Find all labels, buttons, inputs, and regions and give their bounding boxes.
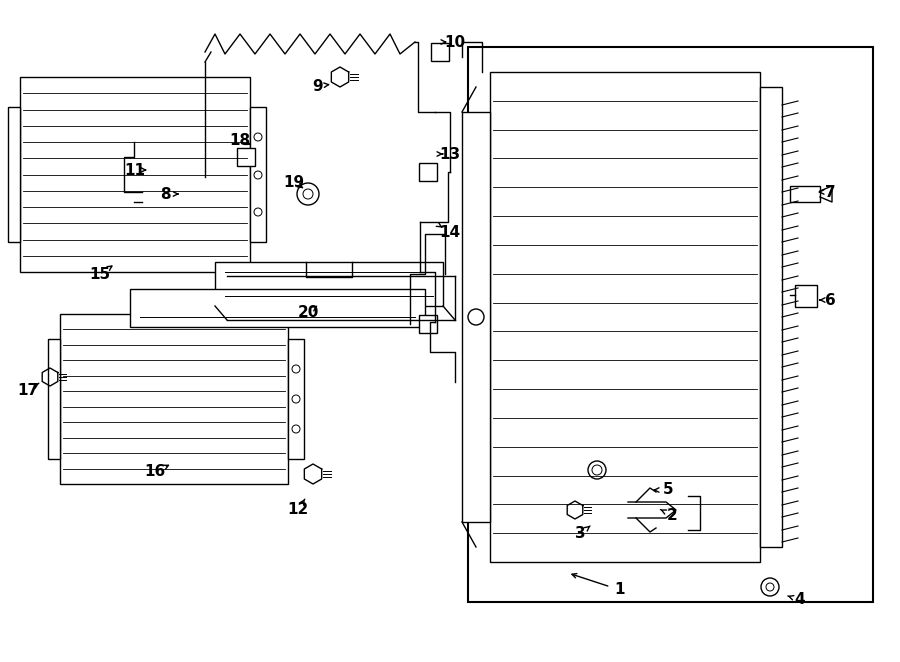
Text: 8: 8 xyxy=(159,187,170,201)
Circle shape xyxy=(303,189,313,199)
Bar xyxy=(462,112,490,522)
Bar xyxy=(48,339,60,459)
Bar xyxy=(60,314,288,484)
Bar xyxy=(192,161,212,193)
Circle shape xyxy=(292,365,300,373)
Text: 16: 16 xyxy=(144,465,166,479)
Bar xyxy=(490,72,760,562)
Bar xyxy=(250,107,266,242)
Circle shape xyxy=(592,465,602,475)
Bar xyxy=(790,186,820,202)
Bar xyxy=(795,285,817,307)
Bar xyxy=(760,87,782,547)
Text: 9: 9 xyxy=(312,79,323,93)
Circle shape xyxy=(292,395,300,403)
Text: 13: 13 xyxy=(439,146,461,162)
Circle shape xyxy=(254,133,262,141)
Text: 6: 6 xyxy=(824,293,835,308)
Text: 5: 5 xyxy=(662,483,673,498)
Circle shape xyxy=(468,309,484,325)
Text: 12: 12 xyxy=(287,502,309,518)
Text: 14: 14 xyxy=(439,224,461,240)
Bar xyxy=(419,163,437,181)
Text: 10: 10 xyxy=(445,34,465,50)
Bar xyxy=(288,339,304,459)
Bar xyxy=(20,77,250,272)
Bar xyxy=(215,262,443,306)
Text: 4: 4 xyxy=(795,592,806,608)
Text: 20: 20 xyxy=(297,305,319,320)
Bar xyxy=(188,157,216,197)
Circle shape xyxy=(761,578,779,596)
Bar xyxy=(431,43,449,61)
Bar xyxy=(8,107,20,242)
Text: 3: 3 xyxy=(575,526,585,542)
Circle shape xyxy=(254,208,262,216)
Circle shape xyxy=(297,183,319,205)
Text: 1: 1 xyxy=(615,583,626,598)
Text: 7: 7 xyxy=(824,185,835,199)
Text: 18: 18 xyxy=(230,132,250,148)
Text: 2: 2 xyxy=(667,508,678,522)
Circle shape xyxy=(254,171,262,179)
Circle shape xyxy=(766,583,774,591)
Bar xyxy=(419,315,437,333)
Bar xyxy=(130,289,425,327)
Text: 19: 19 xyxy=(284,175,304,189)
Bar xyxy=(468,47,873,602)
Text: 11: 11 xyxy=(124,162,146,177)
Text: 17: 17 xyxy=(17,383,39,397)
Text: 15: 15 xyxy=(89,267,111,281)
Bar xyxy=(237,148,255,166)
Circle shape xyxy=(292,425,300,433)
Circle shape xyxy=(588,461,606,479)
